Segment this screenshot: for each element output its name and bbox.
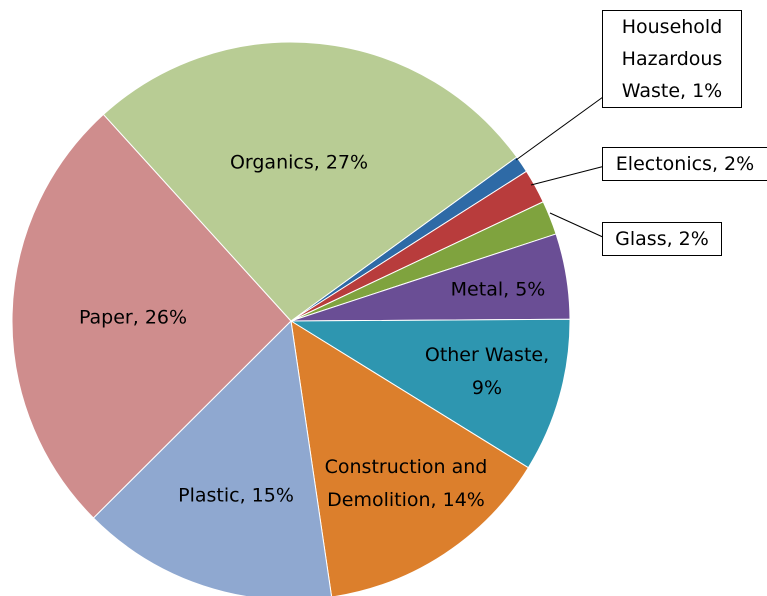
data-label: Other Waste, 9% bbox=[424, 344, 550, 399]
pie-slice bbox=[92, 319, 332, 596]
leader-line bbox=[530, 165, 606, 186]
data-label: Construction and Demolition, 14% bbox=[324, 456, 488, 511]
data-label: Glass, 2% bbox=[602, 222, 722, 256]
pie-slice bbox=[11, 113, 292, 519]
data-label: Household Hazardous Waste, 1% bbox=[602, 10, 742, 108]
data-label: Metal, 5% bbox=[450, 278, 546, 301]
data-label: Paper, 26% bbox=[78, 306, 188, 329]
pie-slice bbox=[102, 41, 518, 322]
leader-line bbox=[549, 212, 606, 239]
data-label: Plastic, 15% bbox=[178, 484, 294, 507]
data-label: Organics, 27% bbox=[229, 151, 369, 174]
pie-slice bbox=[290, 320, 530, 596]
data-label: Electonics, 2% bbox=[602, 147, 767, 181]
pie-slice bbox=[289, 318, 571, 469]
leader-line bbox=[515, 96, 604, 161]
